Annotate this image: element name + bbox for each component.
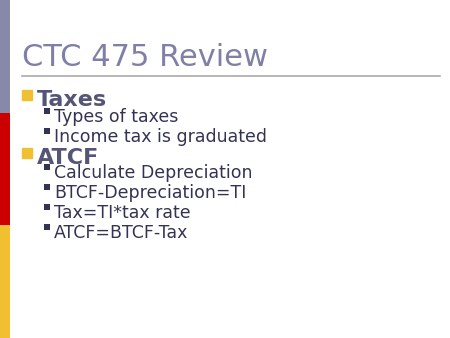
Text: Tax=TI*tax rate: Tax=TI*tax rate <box>54 204 191 222</box>
FancyBboxPatch shape <box>44 204 50 210</box>
Text: Taxes: Taxes <box>37 90 107 110</box>
Text: Calculate Depreciation: Calculate Depreciation <box>54 164 252 182</box>
FancyBboxPatch shape <box>22 90 32 100</box>
FancyBboxPatch shape <box>44 128 50 134</box>
FancyBboxPatch shape <box>44 164 50 170</box>
FancyBboxPatch shape <box>22 148 32 158</box>
Text: ATCF: ATCF <box>37 148 99 168</box>
FancyBboxPatch shape <box>44 224 50 230</box>
Text: BTCF-Depreciation=TI: BTCF-Depreciation=TI <box>54 184 247 202</box>
Text: Types of taxes: Types of taxes <box>54 108 178 126</box>
FancyBboxPatch shape <box>44 184 50 190</box>
FancyBboxPatch shape <box>0 225 10 338</box>
FancyBboxPatch shape <box>0 113 10 225</box>
FancyBboxPatch shape <box>44 108 50 114</box>
FancyBboxPatch shape <box>0 0 10 113</box>
Text: Income tax is graduated: Income tax is graduated <box>54 128 267 146</box>
Text: ATCF=BTCF-Tax: ATCF=BTCF-Tax <box>54 224 189 242</box>
Text: CTC 475 Review: CTC 475 Review <box>22 43 268 72</box>
